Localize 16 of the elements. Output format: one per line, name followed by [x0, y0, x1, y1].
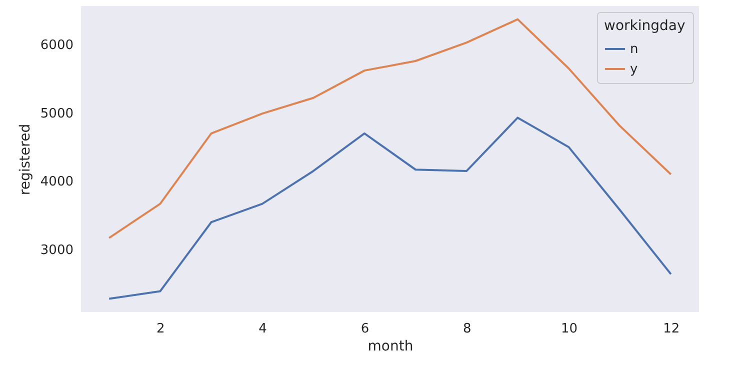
legend-label: y — [630, 62, 638, 77]
y-tick-label: 6000 — [40, 38, 74, 54]
line-series — [108, 116, 672, 300]
x-tick-label: 8 — [462, 322, 472, 336]
x-tick-label: 10 — [560, 322, 578, 336]
y-tick-label: 5000 — [40, 106, 74, 122]
y-axis-title: registered — [17, 124, 34, 196]
y-tick-label: 3000 — [40, 243, 74, 258]
x-tick-label: 6 — [360, 322, 370, 336]
x-tick-label: 12 — [663, 322, 680, 336]
legend-title: workingday — [604, 18, 686, 34]
x-tick-label: 4 — [258, 322, 267, 336]
x-axis-title: month — [368, 338, 414, 354]
x-tick-label: 2 — [156, 322, 165, 336]
legend-label: n — [630, 42, 638, 57]
y-tick-label: 4000 — [40, 174, 74, 190]
